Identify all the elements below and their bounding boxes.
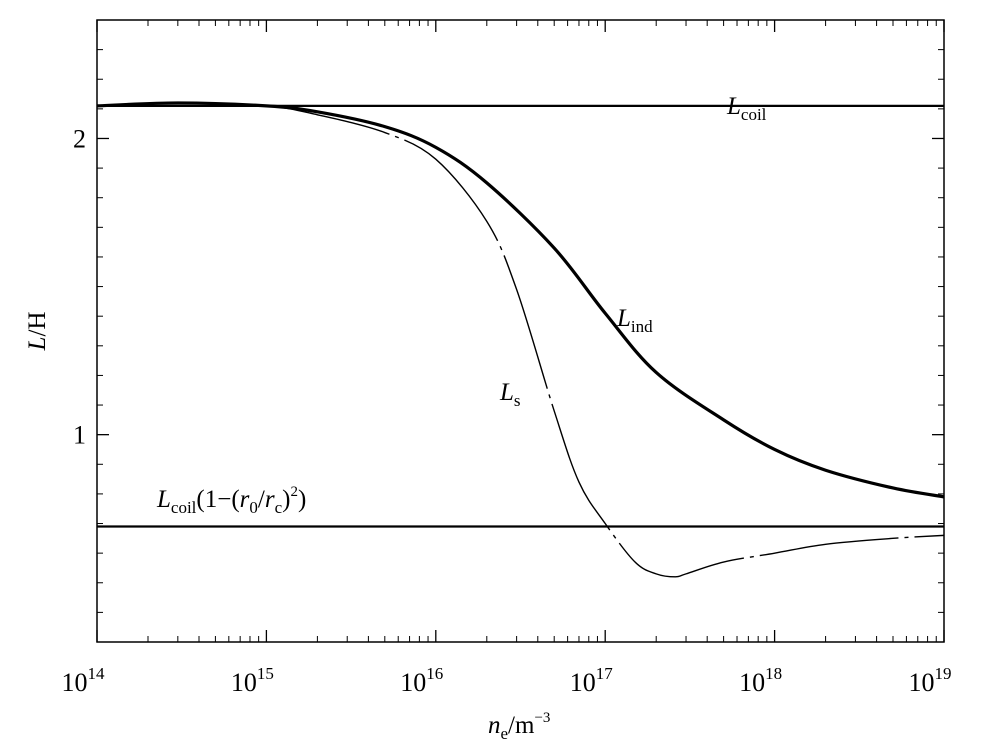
- y-tick-label: 2: [73, 124, 86, 153]
- label-L-coil: Lcoil: [726, 93, 767, 124]
- x-tick-label: 1019: [909, 664, 952, 697]
- x-tick-label: 1014: [62, 664, 106, 697]
- label-L-ind: Lind: [616, 305, 653, 336]
- x-tick-label: 1016: [400, 664, 443, 697]
- axis-ticks: [96, 20, 945, 642]
- y-axis-label: L/H: [24, 312, 51, 352]
- x-tick-labels: 1014 1015 1016 1017 1018 1019: [62, 664, 952, 697]
- label-L-s: Ls: [499, 379, 521, 410]
- curves: [96, 101, 945, 578]
- x-tick-label: 1017: [570, 664, 614, 697]
- series-l-s: [96, 102, 945, 578]
- x-tick-label: 1015: [231, 664, 274, 697]
- y-tick-label: 1: [73, 421, 86, 450]
- plot-frame: [96, 19, 945, 643]
- label-L-coil-reduced: Lcoil(1−(r0/rc)2): [156, 484, 306, 517]
- x-tick-label: 1018: [739, 664, 782, 697]
- y-tick-labels: 12: [73, 124, 86, 449]
- x-axis-label: ne/m−3: [488, 710, 550, 743]
